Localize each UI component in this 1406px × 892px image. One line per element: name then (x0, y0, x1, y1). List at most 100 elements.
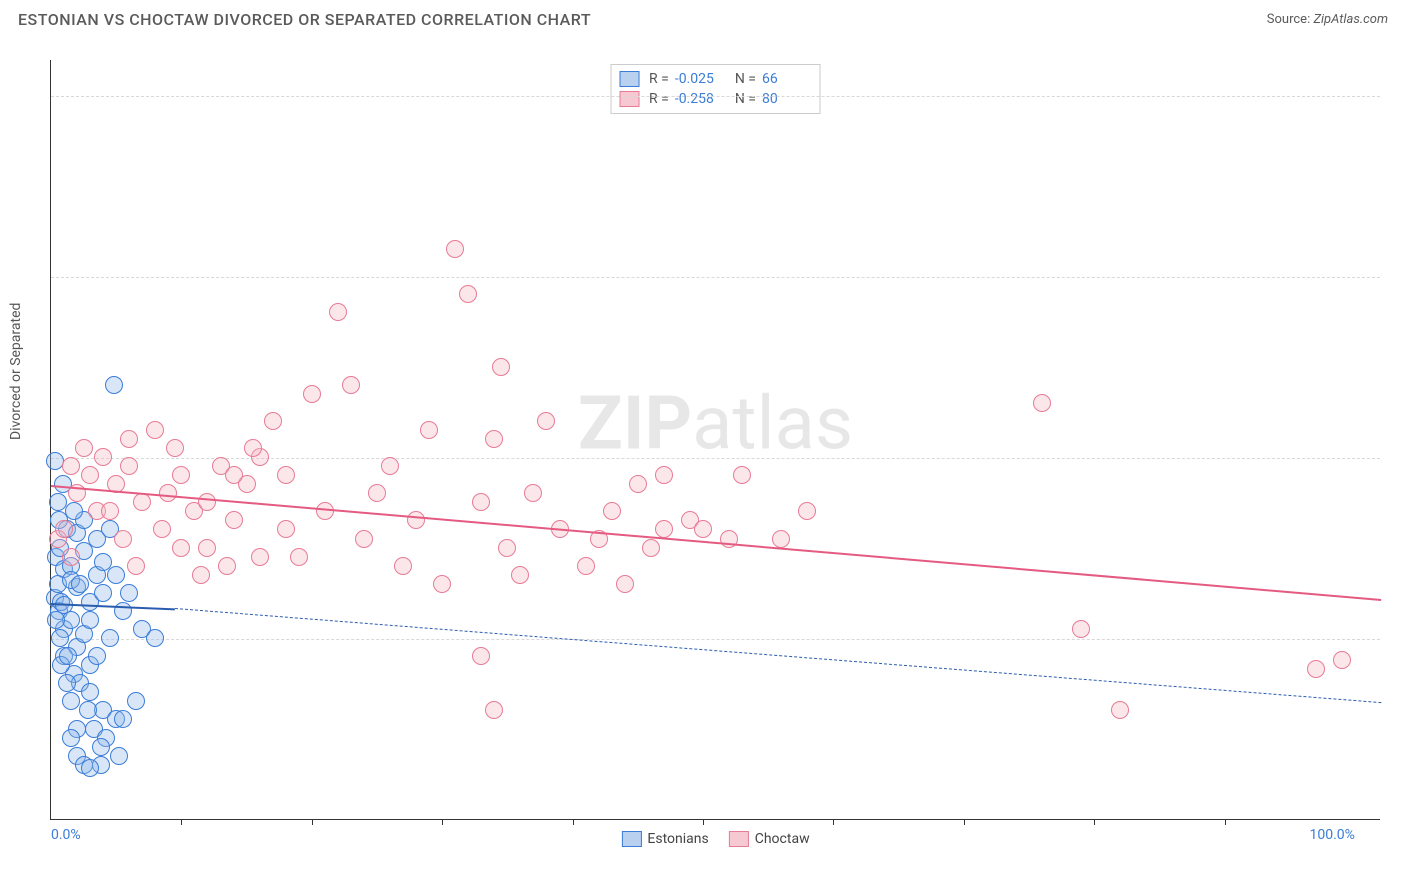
data-point (146, 629, 164, 647)
data-point (120, 584, 138, 602)
x-tick (181, 819, 182, 825)
data-point (303, 385, 321, 403)
data-point (733, 466, 751, 484)
data-point (537, 412, 555, 430)
data-point (59, 647, 77, 665)
data-point (244, 439, 262, 457)
data-point (694, 520, 712, 538)
series-legend-label: Choctaw (755, 831, 810, 847)
x-tick (1094, 819, 1095, 825)
data-point (47, 611, 65, 629)
data-point (81, 611, 99, 629)
data-point (264, 412, 282, 430)
data-point (616, 575, 634, 593)
data-point (101, 629, 119, 647)
n-label: N = (735, 71, 756, 87)
series-legend-item: Choctaw (729, 831, 810, 847)
x-tick (442, 819, 443, 825)
data-point (94, 584, 112, 602)
data-point (251, 548, 269, 566)
data-point (88, 647, 106, 665)
y-axis-label: Divorced or Separated (8, 303, 24, 440)
watermark: ZIPatlas (578, 381, 853, 468)
data-point (198, 539, 216, 557)
data-point (62, 692, 80, 710)
data-point (172, 539, 190, 557)
data-point (511, 566, 529, 584)
data-point (485, 701, 503, 719)
data-point (225, 511, 243, 529)
data-point (51, 629, 69, 647)
data-point (107, 566, 125, 584)
data-point (603, 502, 621, 520)
r-label: R = (649, 71, 669, 87)
data-point (127, 557, 145, 575)
data-point (342, 376, 360, 394)
data-point (65, 502, 83, 520)
r-label: R = (649, 91, 669, 107)
data-point (498, 539, 516, 557)
r-value: -0.025 (675, 71, 725, 87)
x-tick-label: 100.0% (1309, 827, 1354, 843)
data-point (629, 475, 647, 493)
data-point (198, 493, 216, 511)
data-point (114, 602, 132, 620)
data-point (81, 683, 99, 701)
x-tick (833, 819, 834, 825)
watermark-light: atlas (692, 381, 853, 468)
data-point (1033, 394, 1051, 412)
data-point (407, 511, 425, 529)
legend-swatch (621, 831, 641, 847)
data-point (277, 466, 295, 484)
chart-header: ESTONIAN VS CHOCTAW DIVORCED OR SEPARATE… (0, 0, 1406, 35)
n-value: 66 (762, 71, 812, 87)
chart-title: ESTONIAN VS CHOCTAW DIVORCED OR SEPARATE… (18, 10, 591, 29)
data-point (120, 457, 138, 475)
stats-legend-row: R = -0.025 N = 66 (619, 69, 812, 89)
data-point (81, 759, 99, 777)
data-point (577, 557, 595, 575)
x-tick (703, 819, 704, 825)
data-point (166, 439, 184, 457)
data-point (94, 448, 112, 466)
data-point (277, 520, 295, 538)
data-point (172, 466, 190, 484)
scatter-chart: ZIPatlas R =-0.025N =66R =-0.258N =80 Es… (50, 60, 1380, 820)
series-legend: Estonians Choctaw (621, 831, 809, 847)
data-point (329, 303, 347, 321)
series-legend-label: Estonians (647, 831, 708, 847)
data-point (290, 548, 308, 566)
data-point (146, 421, 164, 439)
stats-legend: R = -0.025 N = 66 R =-0.258N =80 (610, 64, 821, 114)
legend-swatch (619, 71, 639, 87)
data-point (218, 557, 236, 575)
x-tick (1225, 819, 1226, 825)
gridline (51, 277, 1380, 278)
legend-swatch (619, 91, 639, 107)
data-point (92, 738, 110, 756)
data-point (114, 710, 132, 728)
data-point (642, 539, 660, 557)
data-point (655, 466, 673, 484)
n-value: 80 (762, 91, 812, 107)
stats-legend-row: R =-0.258N =80 (619, 89, 812, 109)
data-point (772, 530, 790, 548)
data-point (49, 493, 67, 511)
data-point (192, 566, 210, 584)
gridline (51, 96, 1380, 97)
data-point (524, 484, 542, 502)
data-point (101, 502, 119, 520)
data-point (472, 647, 490, 665)
data-point (120, 430, 138, 448)
data-point (127, 692, 145, 710)
series-legend-item: Estonians (621, 831, 708, 847)
data-point (420, 421, 438, 439)
data-point (798, 502, 816, 520)
trend-line (51, 485, 1381, 601)
data-point (394, 557, 412, 575)
data-point (225, 466, 243, 484)
data-point (79, 701, 97, 719)
data-point (446, 240, 464, 258)
data-point (62, 457, 80, 475)
gridline (51, 639, 1380, 640)
